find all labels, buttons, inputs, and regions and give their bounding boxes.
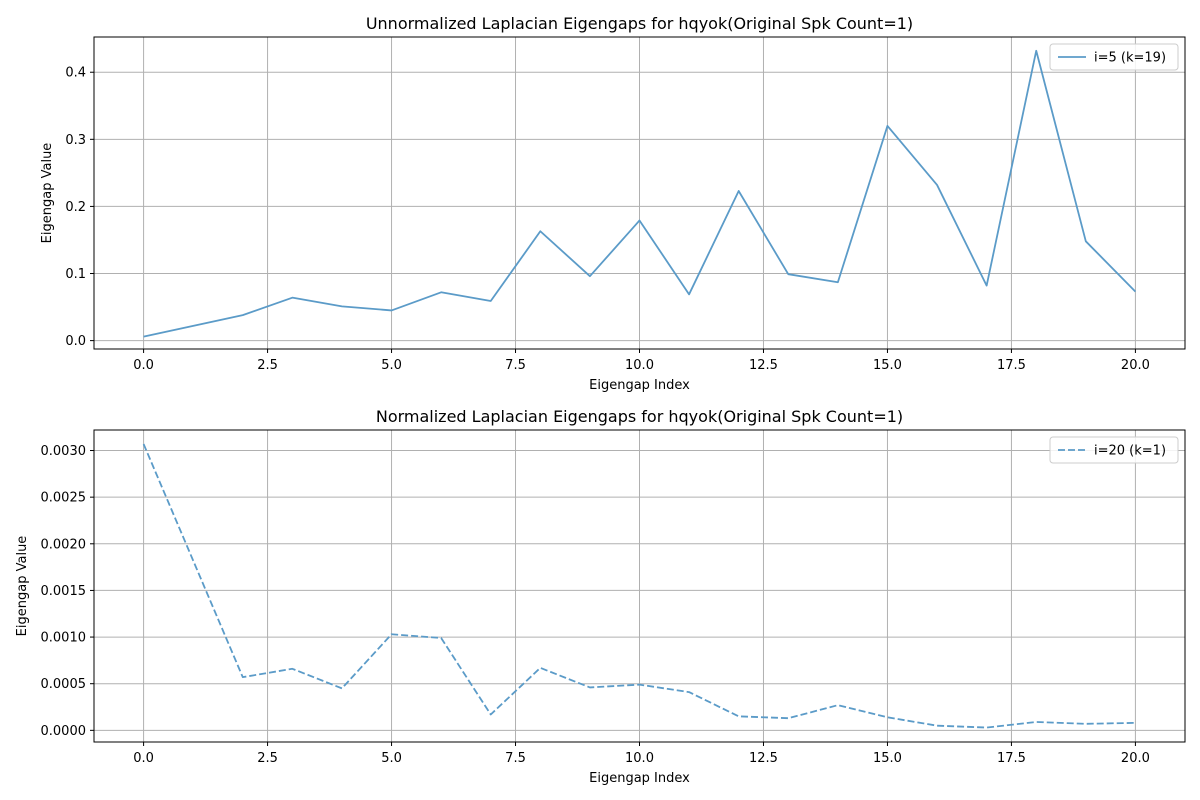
y-tick-label: 0.0015 [41, 584, 87, 599]
x-tick-label: 0.0 [133, 358, 154, 373]
series-line [142, 443, 1136, 729]
x-tick-label: 5.0 [381, 751, 402, 766]
y-tick-label: 0.0030 [41, 444, 87, 459]
legend-box [1049, 43, 1179, 71]
x-axis-label: Eigengap Index [589, 771, 690, 786]
x-tick-label: 10.0 [625, 751, 654, 766]
x-tick-label: 2.5 [257, 751, 278, 766]
x-tick-label: 7.5 [505, 751, 526, 766]
legend: i=20 (k=1) [1049, 436, 1179, 464]
y-axis-label: Eigengap Value [40, 143, 55, 244]
y-axis-label: Eigengap Value [15, 536, 30, 637]
x-tick-label: 7.5 [505, 358, 526, 373]
x-axis-label: Eigengap Index [589, 378, 690, 393]
x-tick-label: 15.0 [873, 751, 902, 766]
y-tick-label: 0.1 [65, 267, 86, 282]
x-tick-label: 12.5 [749, 358, 778, 373]
x-tick-label: 20.0 [1121, 358, 1150, 373]
chart-title: Unnormalized Laplacian Eigengaps for hqy… [366, 14, 913, 33]
y-tick-label: 0.0005 [41, 677, 87, 692]
x-tick-label: 17.5 [997, 751, 1026, 766]
legend-box [1049, 436, 1179, 464]
legend: i=5 (k=19) [1049, 43, 1179, 71]
series-line [143, 49, 1137, 338]
y-tick-label: 0.0 [65, 334, 86, 349]
chart-title: Normalized Laplacian Eigengaps for hqyok… [376, 407, 903, 426]
legend-label: i=20 (k=1) [1094, 444, 1166, 459]
y-tick-label: 0.0000 [41, 724, 87, 739]
x-tick-label: 2.5 [257, 358, 278, 373]
x-tick-label: 5.0 [381, 358, 402, 373]
x-tick-label: 10.0 [625, 358, 654, 373]
x-tick-label: 17.5 [997, 358, 1026, 373]
legend-label: i=5 (k=19) [1094, 51, 1166, 66]
x-tick-label: 20.0 [1121, 751, 1150, 766]
y-tick-label: 0.0025 [41, 491, 87, 506]
y-tick-label: 0.3 [65, 133, 86, 148]
y-tick-label: 0.4 [65, 66, 86, 81]
y-tick-label: 0.0020 [41, 537, 87, 552]
x-tick-label: 15.0 [873, 358, 902, 373]
y-tick-label: 0.0010 [41, 631, 87, 646]
chart-panel-1: Unnormalized Laplacian Eigengaps for hqy… [40, 14, 1186, 393]
y-tick-label: 0.2 [65, 200, 86, 215]
x-tick-label: 0.0 [133, 751, 154, 766]
x-tick-label: 12.5 [749, 751, 778, 766]
chart-panel-2: Normalized Laplacian Eigengaps for hqyok… [15, 407, 1186, 786]
